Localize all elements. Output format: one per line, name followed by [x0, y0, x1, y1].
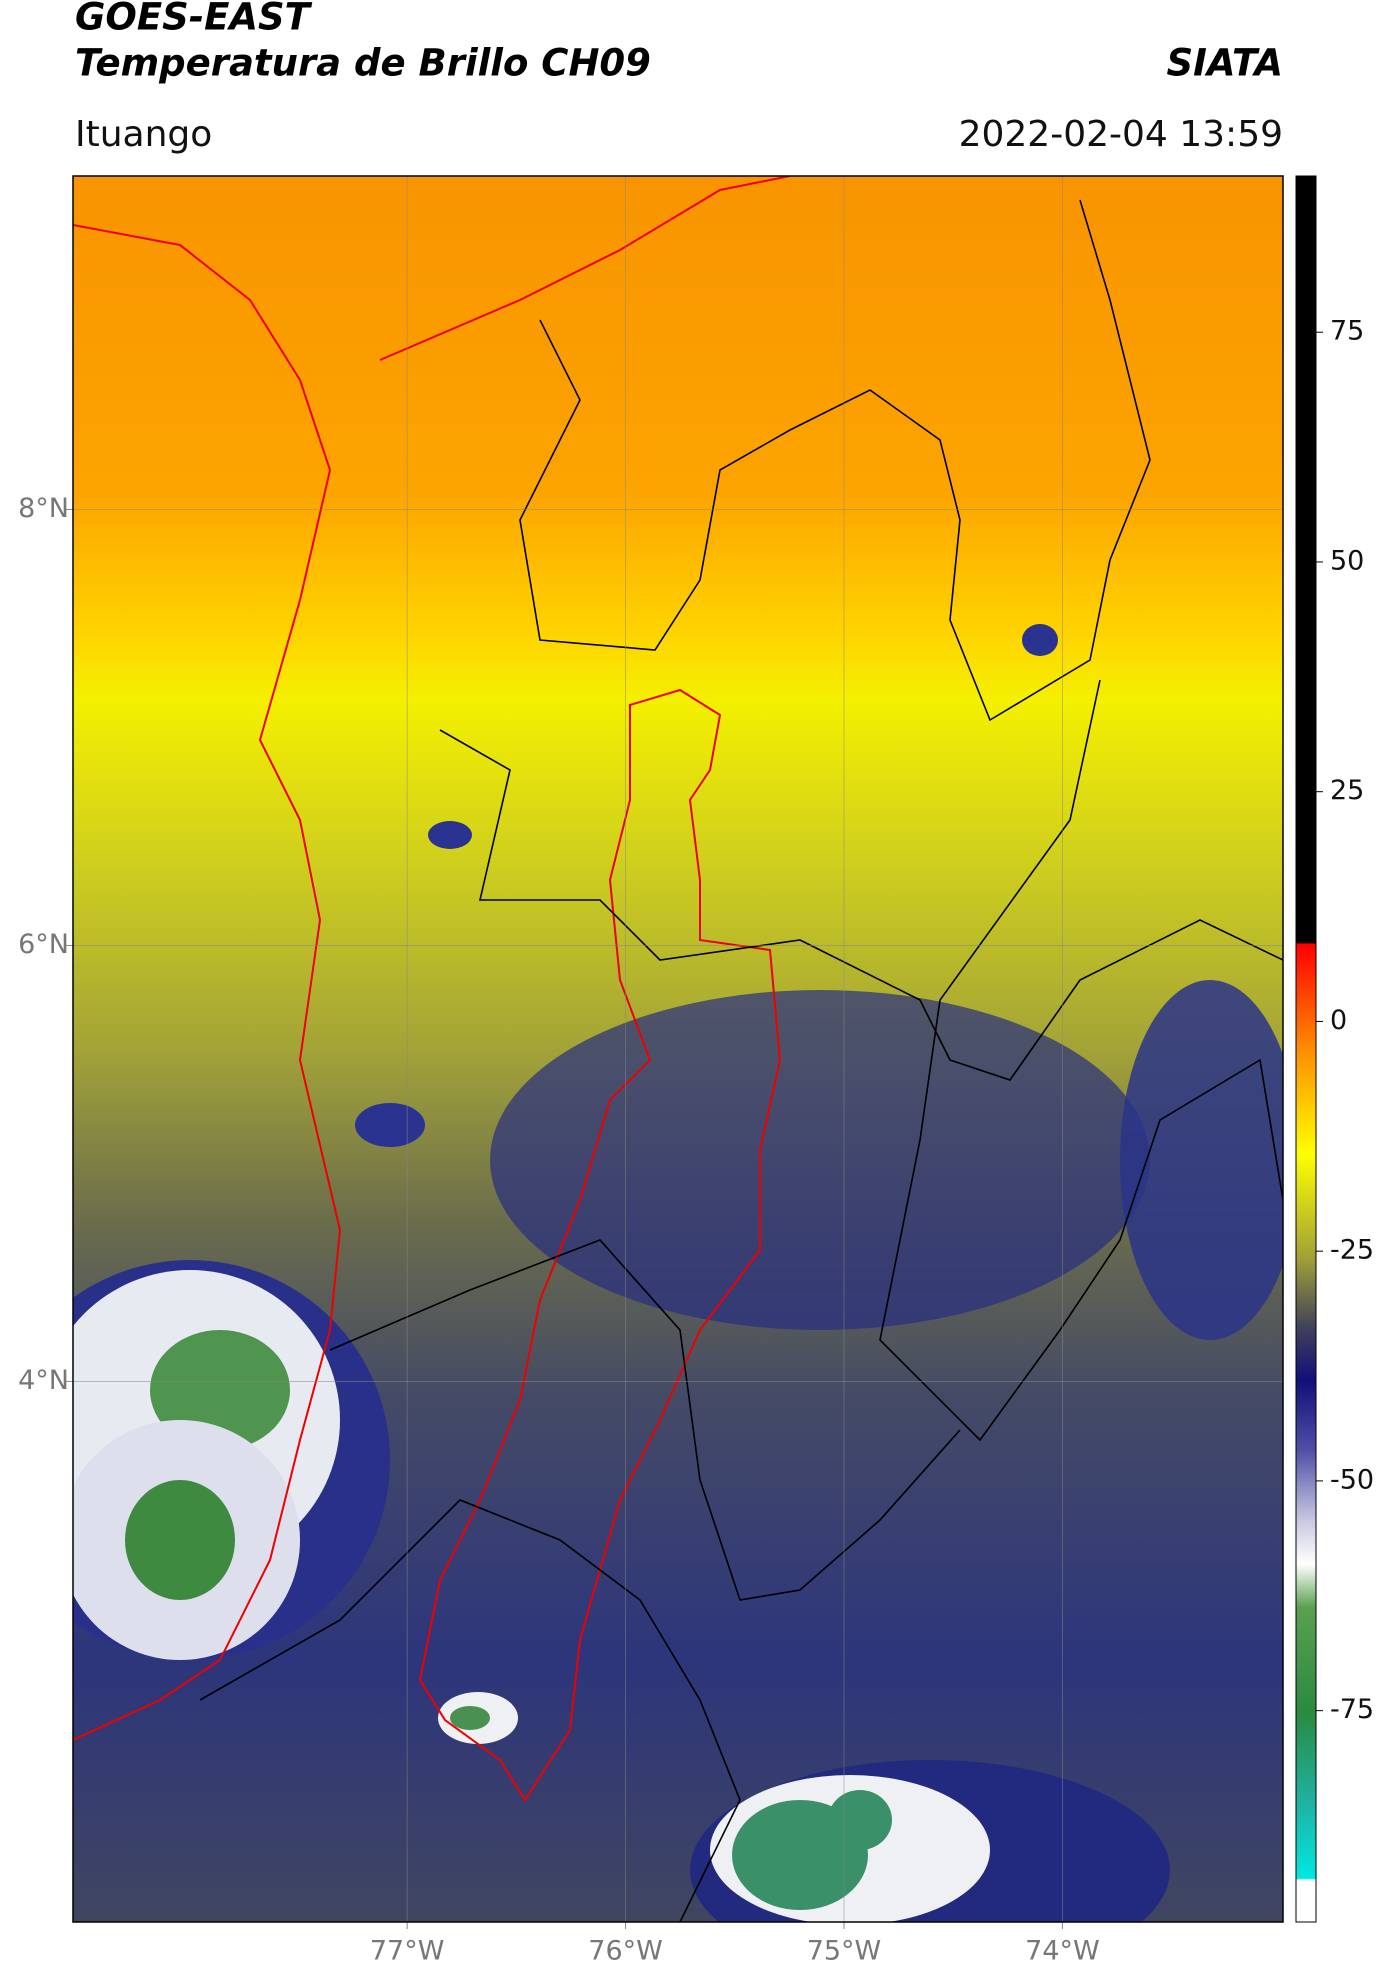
colorbar-tick-label: -25 [1330, 1235, 1374, 1266]
cloud [150, 1330, 290, 1450]
cloud [355, 1103, 425, 1147]
lat-tick-label: 8°N [18, 493, 69, 524]
lon-tick-label: 74°W [1025, 1936, 1100, 1967]
map-image [73, 176, 1283, 1922]
cloud [428, 821, 472, 849]
colorbar-tick-label: -50 [1330, 1464, 1374, 1495]
colorbar-tick-label: 50 [1330, 545, 1364, 576]
cloud [1022, 624, 1058, 656]
lon-tick-label: 75°W [807, 1936, 882, 1967]
colorbar [1295, 175, 1317, 1923]
cloud [450, 1706, 490, 1730]
title: GOES-EAST [75, 0, 313, 39]
colorbar-tick-label: 0 [1330, 1005, 1347, 1036]
border [879, 679, 1283, 1442]
colorbar-tick-label: 25 [1330, 775, 1364, 806]
border [329, 1239, 961, 1601]
border [199, 1499, 741, 1922]
coastline [379, 176, 791, 361]
lon-tick-label: 76°W [588, 1936, 663, 1967]
lat-tick-label: 4°N [18, 1365, 69, 1396]
colorbar-tick-label: 75 [1330, 316, 1364, 347]
lat-tick-label: 6°N [18, 929, 69, 960]
cloud [125, 1480, 235, 1600]
location: Ituango [75, 114, 212, 155]
colorbar-ticks: 75 50 25 0 -25 -50 -75 [1316, 316, 1374, 1725]
graticule: 77°W 76°W 75°W 74°W 8°N 6°N 4°N [18, 176, 1283, 1967]
basin-outline [418, 688, 782, 1802]
border [519, 199, 1151, 722]
cloud [828, 1790, 892, 1850]
cloud [490, 990, 1150, 1330]
map-frame [72, 175, 1284, 1923]
coastline [73, 224, 342, 1741]
colorbar-tick-label: -75 [1330, 1694, 1374, 1725]
border [439, 729, 1283, 1081]
source: SIATA [1166, 42, 1283, 85]
subtitle: Temperatura de Brillo CH09 [75, 42, 651, 85]
lon-tick-label: 77°W [370, 1936, 445, 1967]
timestamp: 2022-02-04 13:59 [959, 114, 1283, 155]
